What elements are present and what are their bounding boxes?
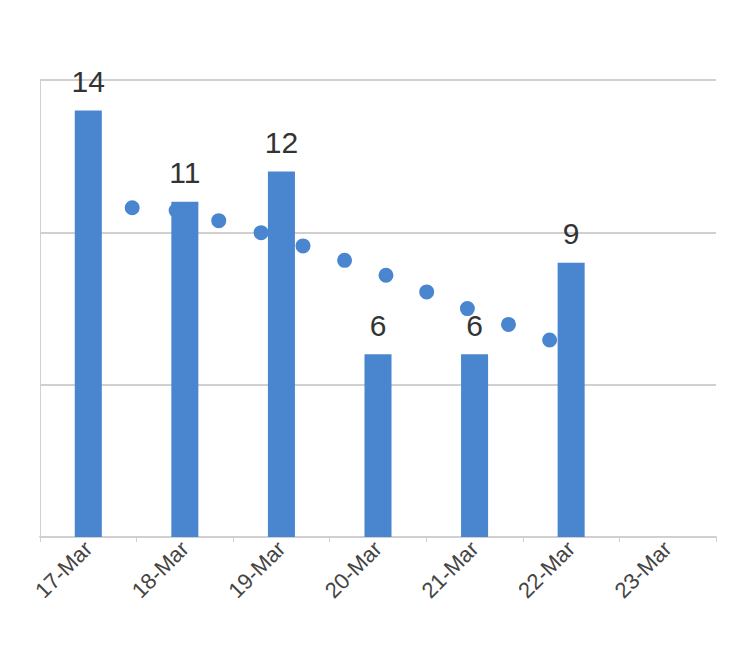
svg-text:11: 11 bbox=[169, 156, 200, 189]
svg-text:21-Mar: 21-Mar bbox=[416, 536, 483, 603]
svg-text:17-Mar: 17-Mar bbox=[30, 536, 97, 603]
svg-text:20-Mar: 20-Mar bbox=[320, 536, 387, 603]
svg-text:6: 6 bbox=[466, 308, 483, 342]
svg-text:12: 12 bbox=[265, 126, 298, 159]
svg-text:22-Mar: 22-Mar bbox=[513, 536, 580, 603]
svg-text:9: 9 bbox=[563, 217, 580, 250]
svg-text:14: 14 bbox=[72, 65, 105, 98]
svg-text:19-Mar: 19-Mar bbox=[223, 536, 290, 603]
svg-text:23-Mar: 23-Mar bbox=[610, 536, 677, 603]
svg-text:6: 6 bbox=[370, 309, 387, 342]
svg-text:18-Mar: 18-Mar bbox=[127, 536, 194, 603]
